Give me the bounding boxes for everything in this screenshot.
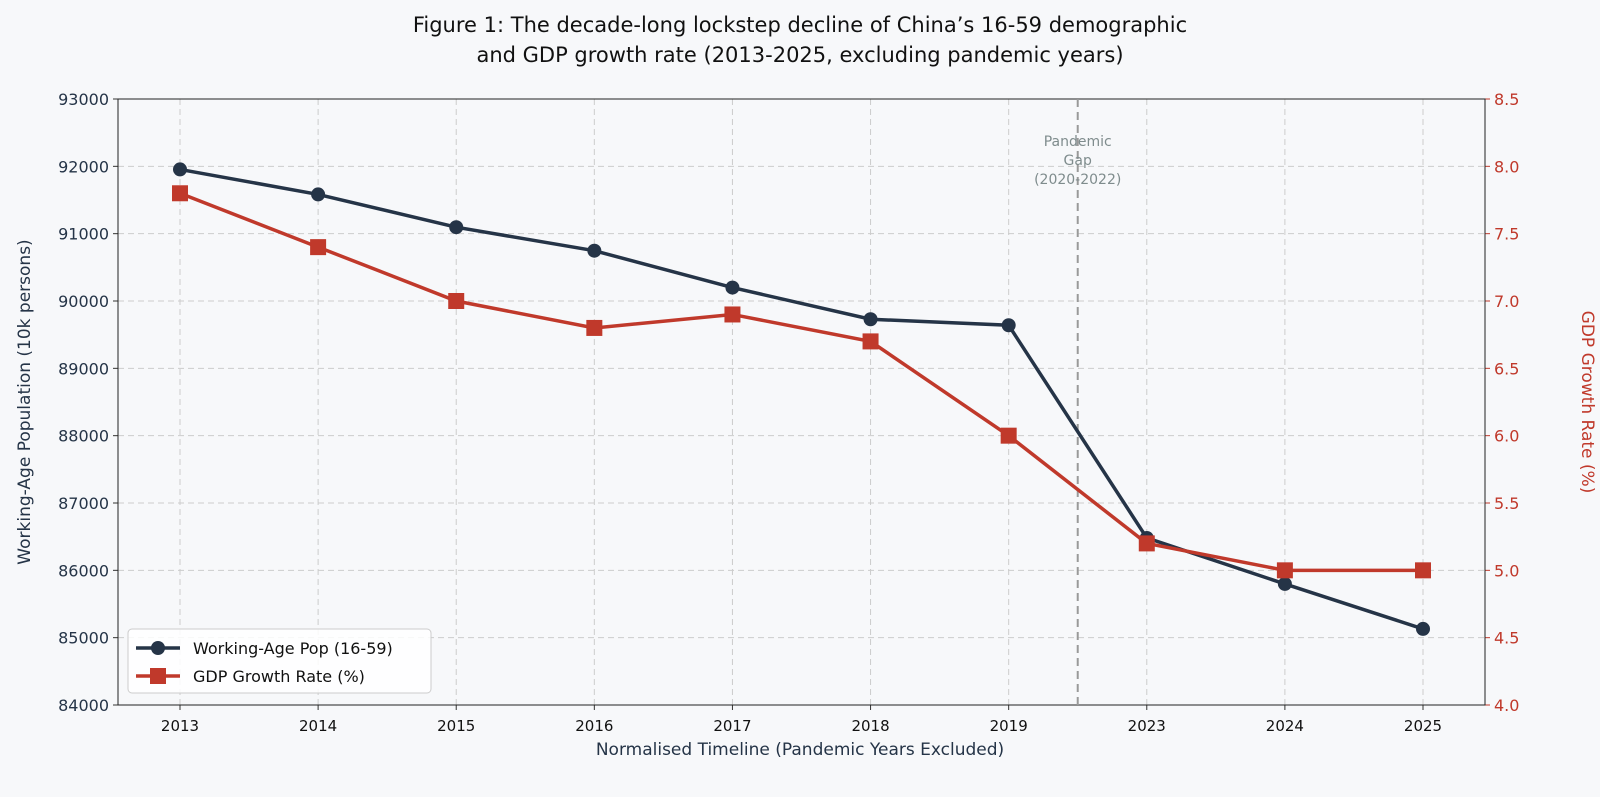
y-left-tick-label: 86000: [58, 561, 109, 580]
y-left-tick-label: 91000: [58, 225, 109, 244]
y-right-tick-label: 6.0: [1494, 427, 1519, 446]
chart-title-line-2: and GDP growth rate (2013-2025, excludin…: [476, 43, 1123, 67]
x-tick-label: 2014: [299, 717, 337, 735]
x-tick-label: 2013: [161, 717, 199, 735]
data-point: [448, 293, 465, 309]
y-left-tick-label: 93000: [58, 90, 109, 109]
x-tick-label: 2023: [1128, 717, 1166, 735]
x-tick-label: 2016: [575, 717, 613, 735]
series-line: [179, 167, 1424, 631]
y-left-tick-label: 85000: [58, 629, 109, 648]
y-right-tick-label: 5.5: [1494, 494, 1519, 513]
series-line: [179, 191, 1423, 573]
legend: Working-Age Pop (16-59) GDP Growth Rate (…: [127, 628, 432, 694]
chart-title-line-1: Figure 1: The decade-long lockstep decli…: [413, 13, 1187, 37]
data-point: [862, 333, 879, 350]
y-right-tick-label: 7.0: [1494, 292, 1519, 311]
y-right-tick-label: 5.0: [1494, 561, 1519, 580]
y-left-tick-label: 87000: [58, 494, 109, 513]
y-right-tick-label: 7.5: [1494, 225, 1519, 244]
data-point: [1415, 562, 1431, 579]
x-axis-label: Normalised Timeline (Pandemic Years Excl…: [596, 740, 1004, 760]
y-right-tick-label: 8.5: [1494, 90, 1519, 109]
data-point: [587, 243, 602, 258]
pandemic-label: Pandemic: [1044, 134, 1112, 150]
x-tick-label: 2019: [990, 717, 1028, 735]
data-point: [310, 239, 327, 256]
y-left-tick-label: 84000: [58, 696, 109, 715]
data-point: [1416, 621, 1430, 636]
legend-box: [127, 628, 432, 694]
data-point: [1001, 318, 1016, 333]
legend-label: Working-Age Pop (16-59): [193, 639, 393, 658]
legend-label: GDP Growth Rate (%): [193, 667, 365, 686]
data-point: [725, 280, 740, 295]
grid: [118, 99, 1485, 705]
data-point: [1276, 562, 1293, 579]
series-gdp-growth: [172, 185, 1431, 579]
x-tick-label: 2024: [1266, 717, 1304, 735]
data-point: [1138, 535, 1155, 552]
pandemic-label: (2020-2022): [1034, 172, 1121, 188]
y-left-tick-label: 88000: [58, 427, 109, 446]
y-left-tick-label: 89000: [58, 359, 109, 378]
x-tick-label: 2018: [851, 717, 889, 735]
x-tick-label: 2015: [437, 717, 475, 735]
y-left-tick-label: 92000: [58, 157, 109, 176]
legend-marker-circle: [151, 641, 165, 655]
y-right-tick-label: 8.0: [1494, 157, 1519, 176]
data-point: [449, 220, 464, 235]
y-axis-right-label: GDP Growth Rate (%): [1577, 311, 1597, 494]
axes: 2013 2014 2015 2016 2017 2018 2019 2023 2024 2025…: [58, 90, 1519, 735]
data-point: [586, 319, 603, 336]
pandemic-label: Gap: [1064, 153, 1092, 169]
series-group: [172, 162, 1431, 636]
y-left-tick-label: 90000: [58, 292, 109, 311]
x-tick-label: 2025: [1404, 717, 1442, 735]
data-point: [1000, 427, 1017, 444]
y-right-tick-label: 6.5: [1494, 359, 1519, 378]
y-right-tick-label: 4.5: [1494, 629, 1519, 648]
y-right-tick-label: 4.0: [1494, 696, 1519, 715]
data-point: [863, 312, 878, 327]
data-point: [1277, 576, 1292, 591]
data-point: [172, 185, 188, 202]
y-axis-left-label: Working-Age Population (10k persons): [15, 239, 35, 564]
pandemic-annotation: Pandemic Gap (2020-2022): [1034, 99, 1121, 705]
x-tick-label: 2017: [713, 717, 751, 735]
data-point: [311, 187, 326, 202]
series-working-age-pop: [173, 162, 1430, 636]
plot-frame: [117, 98, 1486, 706]
data-point: [724, 306, 741, 323]
data-point: [173, 162, 187, 177]
legend-marker-square: [150, 668, 166, 684]
